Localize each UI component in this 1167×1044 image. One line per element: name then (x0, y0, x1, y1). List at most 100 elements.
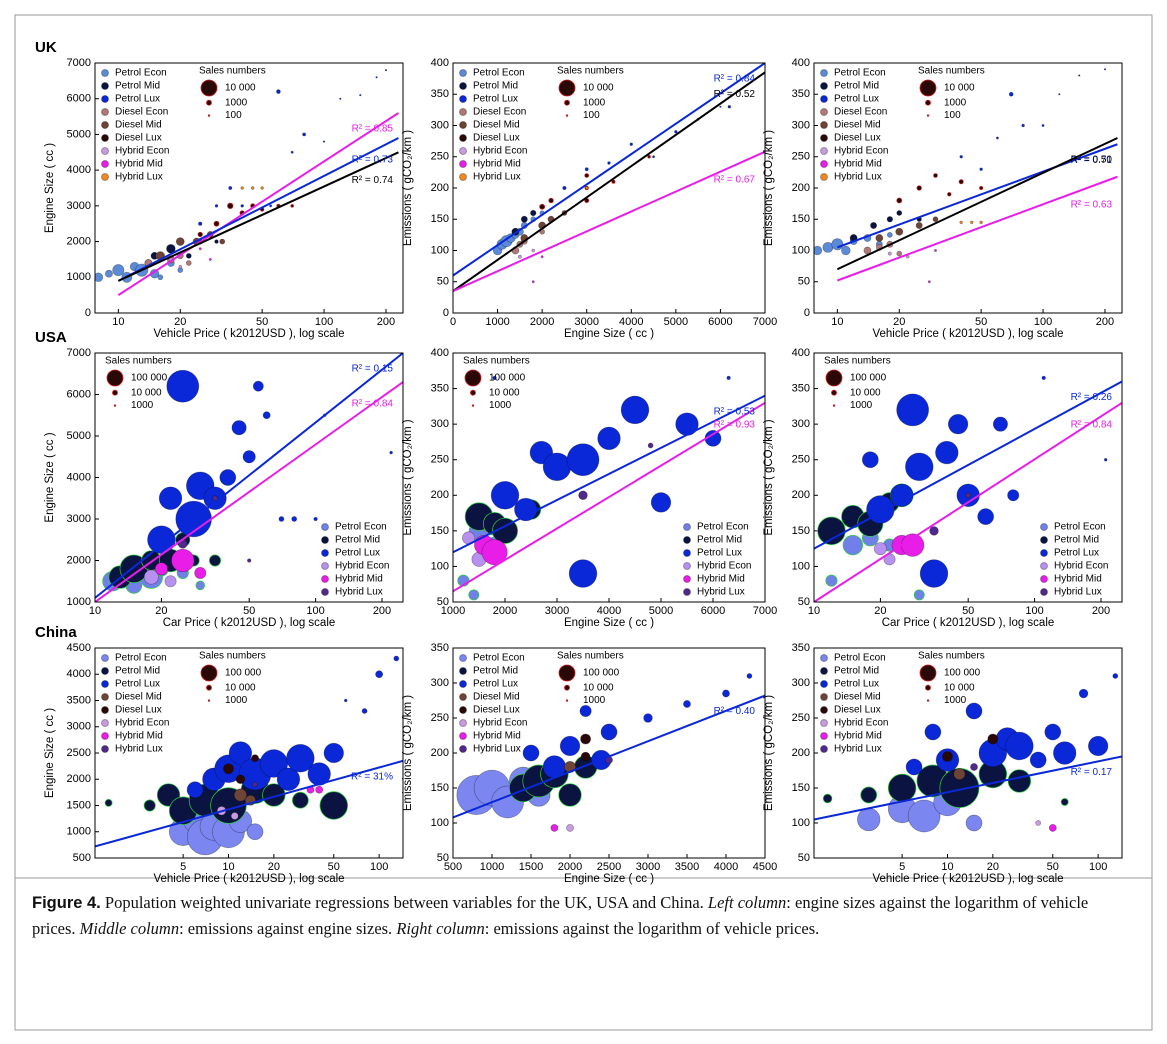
bubble (825, 574, 838, 587)
size-legend-marker (825, 369, 843, 387)
bubble (977, 508, 995, 525)
legend-label: Hybrid Econ (335, 561, 389, 572)
bubble (607, 161, 611, 165)
bubble (230, 812, 239, 820)
bubble (250, 186, 255, 190)
x-axis-label: Engine Size ( cc ) (564, 873, 654, 885)
legend-label: Hybrid Econ (115, 718, 169, 729)
legend-label: Petrol Lux (115, 679, 160, 690)
bubble (1060, 798, 1069, 806)
bubble (252, 781, 258, 788)
x-tick-label: 2000 (530, 316, 554, 328)
legend-label: Hybrid Lux (115, 744, 163, 755)
y-tick-label: 50 (798, 276, 810, 288)
bubble (171, 548, 195, 573)
legend-swatch (683, 536, 691, 544)
legend-swatch (820, 745, 828, 753)
y-tick-label: 250 (792, 712, 810, 724)
r-squared-label: R² = 0.85 (352, 124, 394, 135)
y-tick-label: 4000 (67, 164, 91, 176)
size-legend-label: 10 000 (850, 387, 881, 398)
bubble (185, 260, 192, 266)
y-axis-label: Engine Size ( cc ) (44, 708, 56, 798)
legend-swatch (820, 173, 828, 181)
bubble (548, 197, 554, 204)
y-tick-label: 150 (792, 525, 810, 537)
size-legend-label: 100 000 (944, 668, 981, 679)
bubble (895, 227, 904, 236)
bubble (934, 249, 937, 252)
x-tick-label: 2500 (597, 861, 621, 873)
legend-label: Hybrid Econ (697, 561, 751, 572)
legend-label: Diesel Lux (834, 705, 881, 716)
x-tick-label: 100 (1089, 861, 1107, 873)
size-legend-marker (206, 684, 212, 691)
legend-label: Hybrid Mid (115, 159, 163, 170)
x-tick-label: 20 (987, 861, 999, 873)
legend-label: Diesel Econ (834, 107, 887, 118)
bubble (1029, 751, 1047, 769)
bubble (905, 452, 934, 482)
bubble (861, 451, 879, 469)
y-tick-label: 300 (792, 119, 810, 131)
bubble (857, 807, 881, 832)
y-tick-label: 200 (792, 747, 810, 759)
regression-line (453, 394, 765, 554)
bubble (323, 742, 344, 764)
bubble (1078, 688, 1089, 699)
r-squared-label: R² = 0.67 (714, 174, 756, 185)
bubble (290, 150, 294, 154)
row-label: UK (35, 39, 57, 56)
bubble (831, 238, 844, 251)
bubble (913, 589, 925, 601)
bubble (178, 264, 183, 269)
legend-swatch (820, 693, 828, 701)
size-legend-marker (832, 404, 836, 407)
legend-swatch (683, 523, 691, 531)
caption-italic: Left column (707, 893, 787, 912)
caption-bold: Figure 4. (32, 894, 101, 912)
bubble (262, 783, 286, 807)
bubble (235, 774, 246, 784)
size-legend-title: Sales numbers (824, 356, 891, 367)
x-axis-label: Vehicle Price ( k2012USD ), log scale (153, 873, 344, 885)
r-squared-label: R² = 0.40 (714, 706, 756, 717)
plot-frame (94, 62, 404, 314)
bubble (979, 220, 983, 225)
y-tick-label: 50 (437, 276, 449, 288)
caption-italic: Right column (396, 919, 485, 938)
bubble (817, 516, 846, 546)
legend-label: Petrol Econ (473, 653, 525, 664)
bubble (722, 689, 730, 698)
r-squared-label: R² = 0.53 (714, 406, 756, 417)
bubble (1053, 741, 1077, 765)
legend-swatch (683, 575, 691, 583)
legend-label: Petrol Econ (115, 653, 167, 664)
points (95, 353, 403, 602)
bubble (970, 763, 978, 771)
x-tick-label: 100 (315, 316, 333, 328)
size-legend-label: 100 (944, 110, 961, 121)
legend-swatch (459, 69, 467, 77)
size-legend-marker (565, 699, 569, 702)
x-tick-label: 4500 (753, 861, 777, 873)
x-tick-label: 50 (962, 605, 974, 617)
legend-swatch (459, 82, 467, 90)
regression-line (814, 755, 1122, 821)
bubble (177, 267, 184, 274)
bubble (958, 179, 964, 185)
size-legend-label: 100 000 (583, 668, 620, 679)
y-tick-label: 500 (73, 852, 91, 864)
bubble (260, 186, 264, 190)
bubble (1041, 124, 1045, 127)
bubble (262, 411, 271, 420)
size-legend-marker (464, 369, 482, 387)
bubble (896, 197, 903, 204)
size-legend-title: Sales numbers (918, 651, 985, 662)
bubble (643, 713, 653, 723)
plot-frame (813, 62, 1123, 314)
bubble (866, 495, 895, 524)
legend-swatch (101, 680, 109, 688)
bubble (559, 735, 581, 757)
caption-normal: : engine sizes against the logarithm of … (32, 893, 1093, 938)
